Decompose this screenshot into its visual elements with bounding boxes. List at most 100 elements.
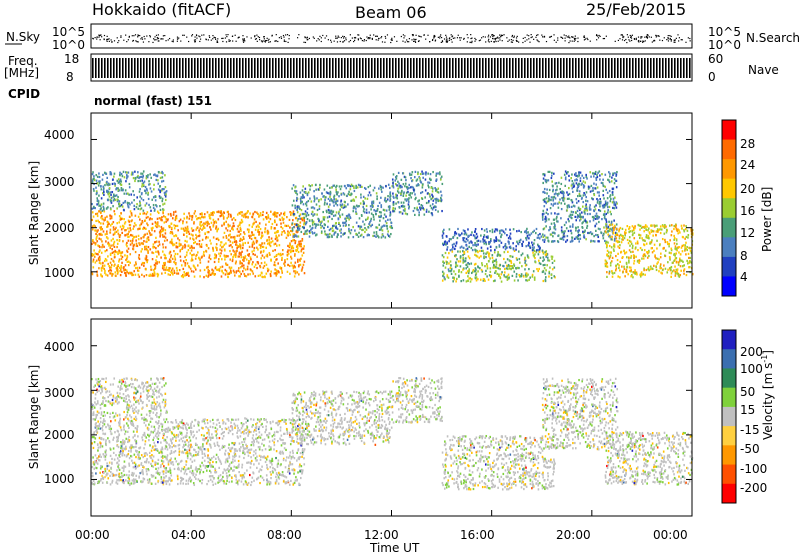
- power-pixel: [125, 189, 127, 191]
- power-pixel: [487, 267, 489, 269]
- power-pixel: [108, 223, 110, 225]
- power-pixel: [611, 246, 613, 248]
- power-pixel: [242, 270, 244, 272]
- nsky-point: [491, 41, 492, 42]
- nsky-point: [676, 38, 677, 39]
- power-pixel: [324, 188, 326, 190]
- power-pixel: [261, 272, 263, 274]
- power-pixel: [157, 174, 159, 176]
- power-pixel: [165, 246, 167, 248]
- power-pixel: [503, 258, 505, 260]
- power-pixel: [442, 264, 444, 266]
- power-pixel: [214, 273, 216, 275]
- nsky-point: [404, 35, 405, 36]
- power-pixel: [270, 275, 272, 277]
- power-pixel: [632, 245, 634, 247]
- power-pixel: [545, 236, 547, 238]
- power-pixel: [520, 231, 522, 233]
- freq-stripe: [167, 58, 169, 78]
- power-pixel: [386, 225, 388, 227]
- power-pixel: [457, 228, 459, 230]
- power-pixel: [403, 195, 405, 197]
- power-pixel: [210, 258, 212, 260]
- power-pixel: [475, 267, 477, 269]
- power-pixel: [570, 177, 572, 179]
- nsky-point: [458, 35, 459, 36]
- power-pixel: [210, 214, 212, 216]
- power-pixel: [596, 223, 598, 225]
- power-pixel: [287, 264, 289, 266]
- power-pixel: [173, 211, 175, 213]
- power-pixel: [319, 221, 321, 223]
- freq-stripe: [545, 58, 547, 78]
- power-pixel: [556, 182, 558, 184]
- power-pixel: [117, 270, 119, 272]
- freq-stripe: [677, 58, 679, 78]
- power-pixel: [107, 274, 109, 276]
- power-pixel: [133, 205, 135, 207]
- nsky-point: [644, 37, 645, 38]
- power-pixel: [150, 177, 152, 179]
- nsky-point: [574, 41, 575, 42]
- power-pixel: [496, 273, 498, 275]
- power-pixel: [181, 264, 183, 266]
- freq-stripe: [494, 58, 496, 78]
- power-pixel: [360, 194, 362, 196]
- power-pixel: [179, 245, 181, 247]
- power-pixel: [247, 266, 249, 268]
- power-pixel: [148, 246, 150, 248]
- power-pixel: [679, 231, 681, 233]
- power-pixel: [275, 264, 277, 266]
- power-pixel: [139, 180, 141, 182]
- nsky-point: [619, 38, 620, 39]
- power-pixel: [591, 197, 593, 199]
- power-pixel: [327, 216, 329, 218]
- power-pixel: [229, 225, 231, 227]
- power-pixel: [216, 243, 218, 245]
- power-pixel: [366, 205, 368, 207]
- power-pixel: [611, 180, 613, 182]
- power-pixel: [298, 229, 300, 231]
- power-pixel: [293, 213, 295, 215]
- power-pixel: [293, 210, 295, 212]
- power-pixel: [470, 234, 472, 236]
- power-pixel: [517, 279, 519, 281]
- nsky-point: [318, 38, 319, 39]
- power-pixel: [379, 220, 381, 222]
- power-pixel: [479, 250, 481, 252]
- power-pixel: [186, 272, 188, 274]
- nsky-point: [319, 39, 320, 40]
- power-pixel: [577, 187, 579, 189]
- power-pixel: [120, 178, 122, 180]
- power-pixel: [243, 264, 245, 266]
- freq-stripe: [254, 58, 256, 78]
- power-pixel: [510, 238, 512, 240]
- power-pixel: [281, 272, 283, 274]
- power-pixel: [154, 271, 156, 273]
- power-pixel: [303, 264, 305, 266]
- power-pixel: [125, 272, 127, 274]
- nsky-point: [378, 39, 379, 40]
- power-pixel: [415, 197, 417, 199]
- freq-stripe: [266, 58, 268, 78]
- nsky-point: [433, 37, 434, 38]
- power-pixel: [232, 260, 234, 262]
- power-pixel: [342, 213, 344, 215]
- power-pixel: [591, 233, 593, 235]
- power-pixel: [187, 226, 189, 228]
- power-pixel: [293, 247, 295, 249]
- power-pixel: [481, 264, 483, 266]
- power-pixel: [126, 242, 128, 244]
- power-pixel: [585, 174, 587, 176]
- power-pixel: [462, 261, 464, 263]
- power-pixel: [225, 227, 227, 229]
- nsky-point: [192, 34, 193, 35]
- power-pixel: [367, 218, 369, 220]
- power-pixel: [329, 229, 331, 231]
- power-pixel: [214, 257, 216, 259]
- power-pixel: [579, 190, 581, 192]
- power-pixel: [340, 235, 342, 237]
- power-pixel: [609, 173, 611, 175]
- nsky-point: [140, 38, 141, 39]
- power-pixel: [404, 208, 406, 210]
